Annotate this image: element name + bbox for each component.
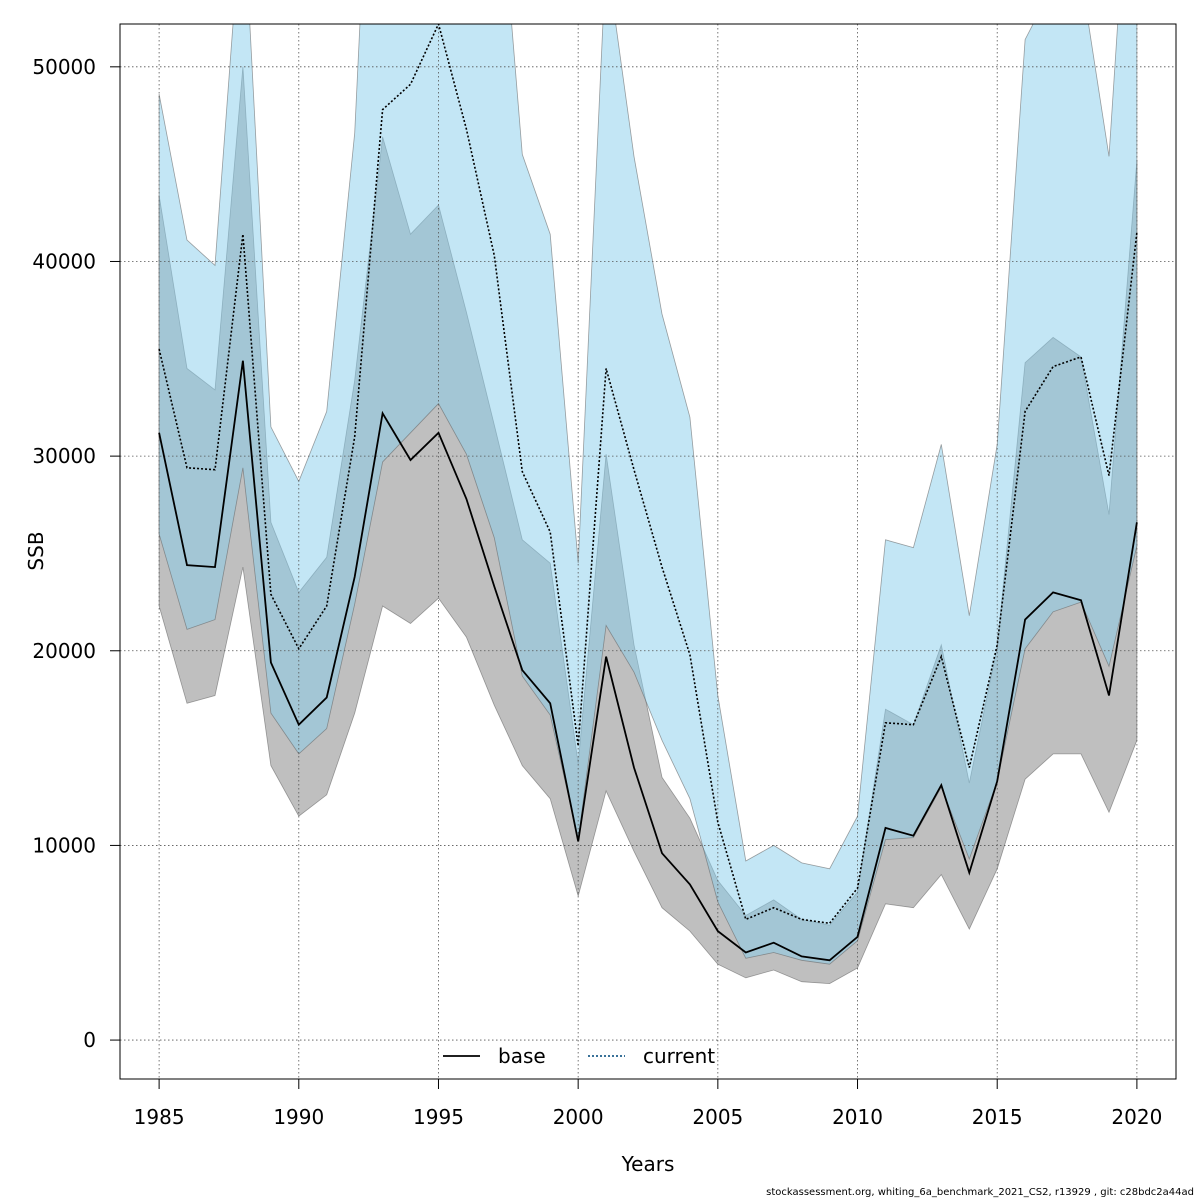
y-tick-label: 50000 bbox=[32, 55, 96, 79]
y-axis-label: SSB bbox=[24, 531, 48, 570]
legend: base current bbox=[443, 1044, 715, 1068]
x-tick-label: 2015 bbox=[972, 1105, 1023, 1129]
x-tick-label: 1990 bbox=[273, 1105, 324, 1129]
current-confidence-band bbox=[158, 24, 1138, 965]
y-tick-label: 10000 bbox=[32, 833, 96, 857]
x-tick-label: 2000 bbox=[553, 1105, 604, 1129]
x-tick-label: 1985 bbox=[134, 1105, 185, 1129]
current-line bbox=[158, 24, 1138, 925]
x-tick-label: 2010 bbox=[832, 1105, 883, 1129]
current-legend-label: current bbox=[643, 1044, 715, 1068]
y-tick-label: 20000 bbox=[32, 639, 96, 663]
x-tick-label: 2005 bbox=[692, 1105, 743, 1129]
y-tick-label: 40000 bbox=[32, 249, 96, 273]
y-tick-label: 0 bbox=[83, 1028, 96, 1052]
x-tick-label: 1995 bbox=[413, 1105, 464, 1129]
y-tick-label: 30000 bbox=[32, 444, 96, 468]
x-axis-label: Years bbox=[621, 1152, 675, 1176]
base-legend-label: base bbox=[498, 1044, 546, 1068]
base-line bbox=[158, 360, 1138, 962]
x-tick-label: 2020 bbox=[1111, 1105, 1162, 1129]
footer-text: stockassessment.org, whiting_6a_benchmar… bbox=[766, 1187, 1194, 1198]
